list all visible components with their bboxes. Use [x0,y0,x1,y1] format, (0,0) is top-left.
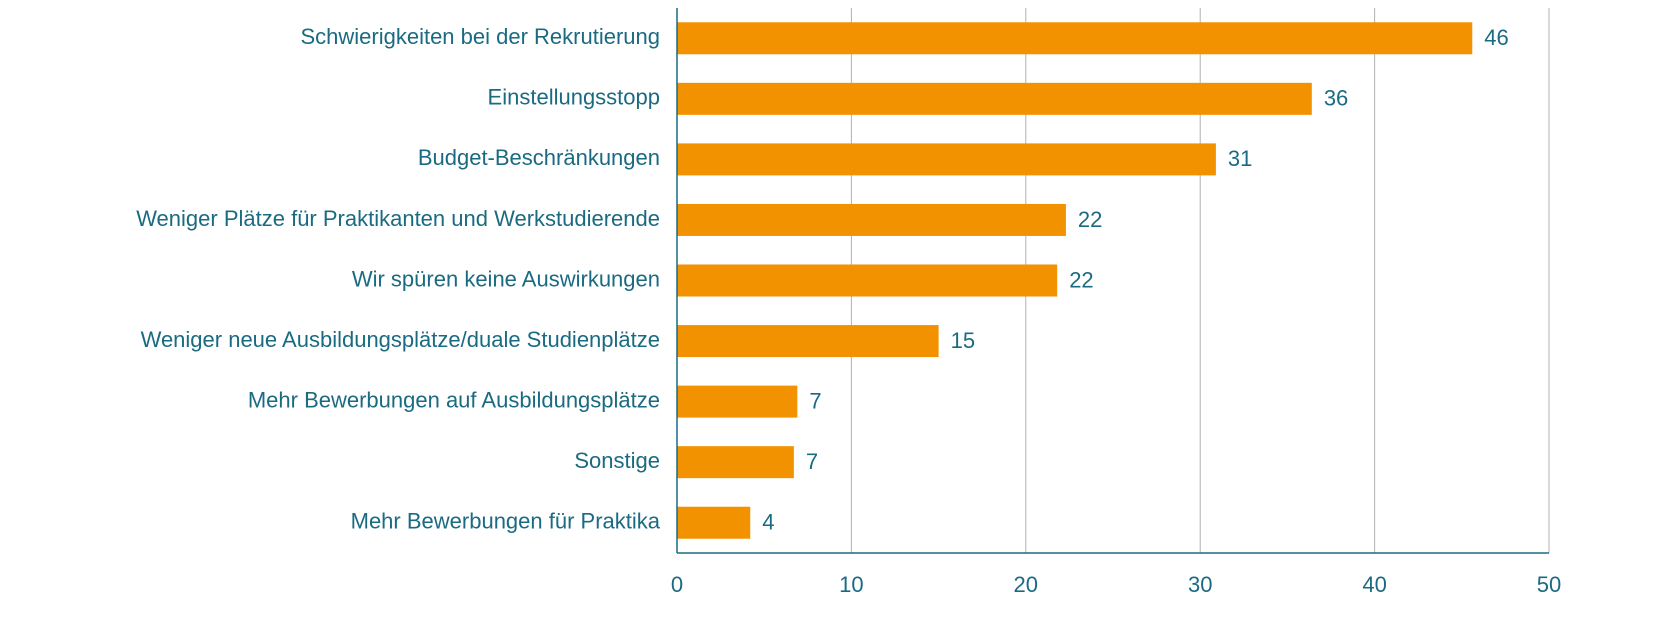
value-label: 46 [1484,25,1508,50]
y-tick-label: Sonstige [574,448,660,473]
value-label: 15 [951,328,975,353]
value-label: 36 [1324,86,1348,111]
bar [677,143,1216,176]
y-tick-label: Schwierigkeiten bei der Rekrutierung [300,24,660,49]
bar [677,385,798,418]
bar [677,506,751,539]
bar [677,82,1312,115]
bar [677,446,794,479]
y-tick-label: Mehr Bewerbungen für Praktika [351,509,661,534]
x-tick-label: 30 [1188,572,1212,597]
y-tick-label: Weniger Plätze für Praktikanten und Werk… [136,206,660,231]
value-label: 7 [809,388,821,413]
x-tick-label: 50 [1537,572,1561,597]
bar [677,264,1058,297]
y-tick-label: Weniger neue Ausbildungsplätze/duale Stu… [141,327,660,352]
bar [677,325,939,358]
x-tick-label: 40 [1362,572,1386,597]
x-tick-label: 20 [1014,572,1038,597]
x-tick-label: 0 [671,572,683,597]
value-label: 31 [1228,146,1252,171]
bar [677,22,1473,55]
y-tick-label: Wir spüren keine Auswirkungen [352,266,660,291]
y-tick-label: Mehr Bewerbungen auf Ausbildungsplätze [248,387,660,412]
bar [677,203,1066,236]
y-tick-label: Einstellungsstopp [488,85,660,110]
y-tick-label: Budget-Beschränkungen [418,145,660,170]
x-tick-label: 10 [839,572,863,597]
value-label: 7 [806,449,818,474]
value-label: 22 [1069,267,1093,292]
value-label: 22 [1078,207,1102,232]
value-label: 4 [762,510,774,535]
